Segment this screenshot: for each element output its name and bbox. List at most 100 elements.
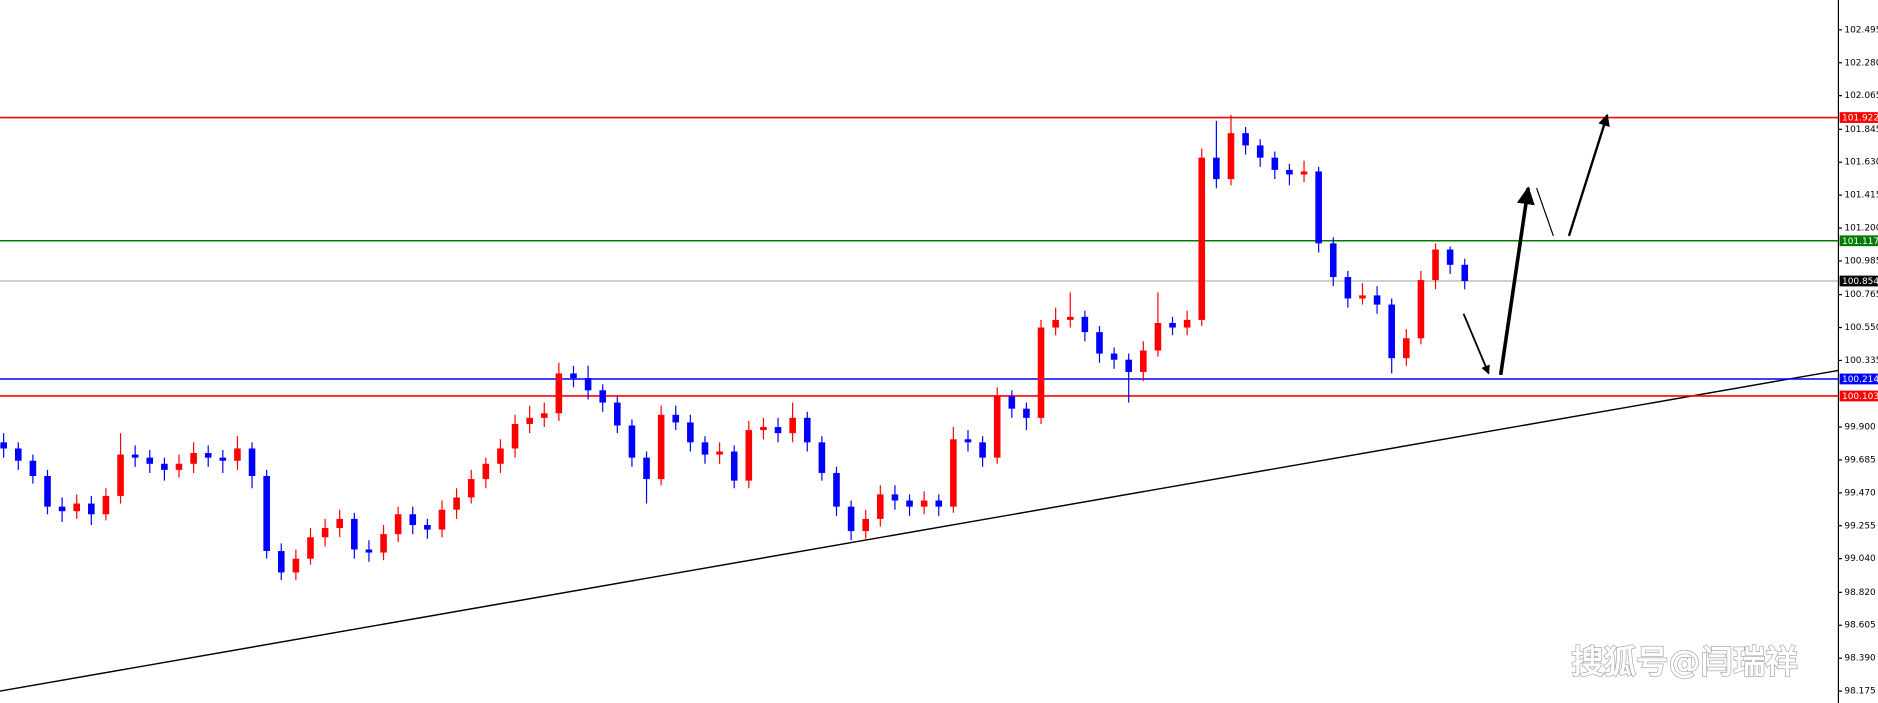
candle-body	[482, 463, 490, 480]
trendline	[0, 369, 1839, 692]
candle-body	[1256, 145, 1264, 158]
candle-body	[1140, 350, 1147, 372]
candle-body	[409, 514, 417, 525]
forecast-arrows	[1462, 113, 1610, 376]
candles	[0, 114, 1469, 581]
watermark: 搜狐号@闫瑞祥	[1571, 643, 1797, 681]
candle-body	[336, 518, 344, 529]
candle-body	[190, 453, 197, 464]
candle-body	[424, 524, 431, 530]
candle-body	[979, 442, 986, 458]
level-label: 100.103	[1842, 392, 1878, 402]
candle-body	[1037, 327, 1045, 418]
y-tick-label: 99.900	[1844, 423, 1876, 433]
y-tick-label: 98.175	[1844, 687, 1875, 697]
candle-body	[1417, 280, 1425, 339]
candle-body	[1388, 304, 1395, 359]
candle-body	[906, 500, 913, 507]
candle-body	[614, 402, 621, 426]
candle-body	[1125, 359, 1132, 372]
candle-body	[833, 472, 840, 507]
candle-body	[877, 494, 884, 519]
y-tick-label: 102.280	[1844, 58, 1878, 68]
y-tick-label: 100.765	[1844, 290, 1878, 300]
candle-body	[58, 506, 66, 512]
candle-body	[1008, 396, 1016, 409]
candle-body	[950, 439, 957, 507]
candle-body	[1066, 316, 1074, 320]
candle-body	[1359, 295, 1366, 299]
candle-body	[1110, 353, 1118, 360]
candle-body	[1403, 338, 1410, 359]
candle-body	[1329, 243, 1337, 278]
y-tick-label: 100.985	[1844, 256, 1878, 266]
level-label-box	[1839, 390, 1878, 402]
candle-body	[234, 448, 241, 461]
level-label-box	[1839, 275, 1878, 287]
candle-body	[540, 413, 548, 418]
candle-body	[774, 427, 782, 434]
y-tick-label: 101.845	[1844, 125, 1878, 135]
candle-body	[1169, 322, 1176, 328]
candle-body	[29, 460, 37, 477]
candle-body	[643, 457, 650, 480]
level-label: 100.214	[1842, 375, 1878, 385]
candle-body	[687, 422, 694, 443]
candle-body	[219, 457, 227, 461]
candle-body	[14, 448, 22, 461]
level-label: 101.117	[1842, 237, 1878, 247]
candle-body	[555, 373, 563, 414]
y-tick-label: 101.630	[1844, 158, 1878, 168]
y-tick-label: 99.470	[1844, 488, 1876, 498]
candle-body	[1081, 316, 1089, 333]
candle-body	[716, 451, 723, 455]
arrow	[1567, 113, 1610, 237]
candle-body	[365, 549, 373, 553]
candle-body	[0, 442, 7, 449]
candle-body	[1198, 157, 1206, 320]
candle-body	[730, 451, 738, 481]
candle-body	[789, 417, 796, 434]
candle-body	[511, 423, 519, 449]
candle-body	[920, 500, 928, 507]
candle-body	[292, 558, 300, 573]
level-label-box	[1839, 373, 1878, 385]
y-tick-label: 100.335	[1844, 356, 1878, 366]
candle-body	[1432, 249, 1439, 281]
candle-body	[438, 509, 446, 530]
candle-body	[964, 439, 972, 443]
candle-body	[248, 448, 256, 477]
candle-body	[1096, 332, 1103, 354]
candle-body	[117, 454, 124, 496]
candle-body	[1286, 169, 1293, 175]
candle-body	[204, 453, 212, 458]
level-label-box	[1839, 112, 1878, 123]
y-tick-label: 99.255	[1844, 521, 1875, 531]
candle-body	[818, 442, 826, 473]
candle-body	[891, 494, 899, 501]
price-axis: 102.495 102.280 102.065 101.845 101.630 101.4…	[1838, 25, 1878, 697]
y-tick-label: 99.685	[1844, 455, 1875, 465]
y-tick-label: 98.390	[1844, 654, 1876, 664]
y-tick-label: 100.550	[1844, 323, 1878, 333]
y-tick-label: 102.065	[1844, 91, 1878, 101]
candle-body	[1227, 133, 1235, 180]
candle-body	[993, 396, 1001, 458]
candle-body	[628, 425, 636, 458]
candle-body	[1315, 171, 1322, 244]
y-tick-label: 98.605	[1844, 621, 1875, 631]
candle-body	[847, 506, 855, 532]
candle-body	[1271, 157, 1279, 170]
candle-body	[599, 390, 607, 403]
candle-body	[263, 476, 270, 552]
candle-body	[862, 518, 869, 532]
candle-body	[1300, 171, 1308, 175]
candle-body	[1242, 133, 1249, 146]
candle-body	[380, 534, 387, 553]
y-tick-label: 98.820	[1844, 588, 1876, 598]
candle-body	[497, 448, 504, 464]
candle-body	[467, 479, 475, 498]
candle-body	[1213, 157, 1220, 180]
candle-body	[672, 414, 680, 423]
